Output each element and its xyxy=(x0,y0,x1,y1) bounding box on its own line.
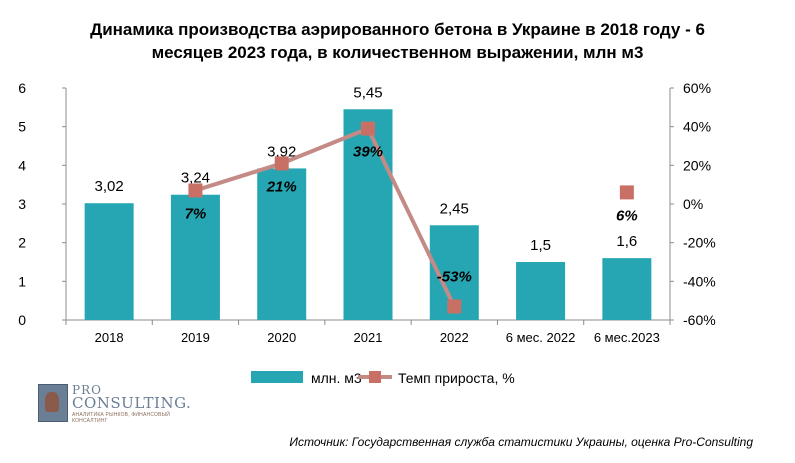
bar xyxy=(602,258,652,320)
growth-value-label: 21% xyxy=(266,178,297,195)
growth-value-label: 6% xyxy=(616,207,638,224)
growth-marker xyxy=(619,185,634,200)
growth-line xyxy=(194,126,457,308)
logo-text-consulting: CONSULTING. xyxy=(72,394,192,412)
y-right-tick-label: -20% xyxy=(683,235,716,251)
logo-tagline: АНАЛИТИКА РЫНКОВ, ФИНАНСОВЫЙ КОНСАЛТИНГ xyxy=(72,412,171,424)
y-right-tick-label: 0% xyxy=(683,196,703,212)
chart-title: Динамика производства аэрированного бето… xyxy=(0,18,795,64)
bar xyxy=(84,203,134,320)
bar-value-label: 5,45 xyxy=(353,84,382,101)
x-tick-label: 2020 xyxy=(267,330,296,345)
x-tick-label: 2022 xyxy=(440,330,469,345)
source-note: Источник: Государственная служба статист… xyxy=(289,435,753,449)
logo-emblem-icon xyxy=(38,384,68,422)
y-left-tick-label: 5 xyxy=(18,119,26,135)
growth-marker xyxy=(447,299,462,314)
y-right-tick-label: 20% xyxy=(683,157,711,173)
y-left-tick-label: 4 xyxy=(18,157,26,173)
bar-value-label: 3,02 xyxy=(95,178,124,195)
x-tick-label: 6 мес.2023 xyxy=(594,330,660,345)
y-right-tick-label: -60% xyxy=(683,312,716,328)
y-left-tick-label: 1 xyxy=(18,273,26,289)
growth-value-label: 39% xyxy=(353,144,383,161)
growth-marker xyxy=(274,156,289,171)
growth-marker xyxy=(188,183,203,198)
pro-consulting-logo: PRO CONSULTING. АНАЛИТИКА РЫНКОВ, ФИНАНС… xyxy=(38,383,192,424)
x-tick-label: 2018 xyxy=(95,330,124,345)
logo-text-pro: PRO xyxy=(72,383,102,397)
x-tick-label: 2021 xyxy=(354,330,383,345)
bar xyxy=(170,194,220,320)
legend-marker-growth xyxy=(369,371,381,383)
y-right-tick-label: 40% xyxy=(683,119,711,135)
x-tick-label: 2019 xyxy=(181,330,210,345)
y-left-tick-label: 6 xyxy=(18,80,26,96)
bar xyxy=(343,109,393,321)
legend-label-growth: Темп прироста, % xyxy=(398,370,515,386)
bar-value-label: 1,5 xyxy=(530,237,551,254)
bar xyxy=(257,168,307,320)
bar-value-label: 1,6 xyxy=(616,233,637,250)
legend-swatch-bars xyxy=(251,371,303,383)
y-left-tick-label: 2 xyxy=(18,235,26,251)
growth-value-label: 7% xyxy=(185,205,207,222)
x-tick-label: 6 мес. 2022 xyxy=(506,330,576,345)
growth-value-label: -53% xyxy=(437,268,472,285)
bar-value-label: 3,24 xyxy=(181,170,210,187)
growth-marker xyxy=(361,121,375,136)
bar-value-label: 3,92 xyxy=(267,143,296,160)
bar xyxy=(516,262,566,320)
chart-title-line-1: Динамика производства аэрированного бето… xyxy=(90,20,705,39)
bar-value-label: 2,45 xyxy=(440,200,469,217)
y-left-tick-label: 0 xyxy=(18,312,26,328)
y-right-tick-label: 60% xyxy=(683,80,711,96)
legend-label-bars: млн. м3 xyxy=(311,370,362,386)
y-left-tick-label: 3 xyxy=(18,196,26,212)
y-right-tick-label: -40% xyxy=(683,273,716,289)
chart-title-line-2: месяцев 2023 года, в количественном выра… xyxy=(151,43,644,62)
